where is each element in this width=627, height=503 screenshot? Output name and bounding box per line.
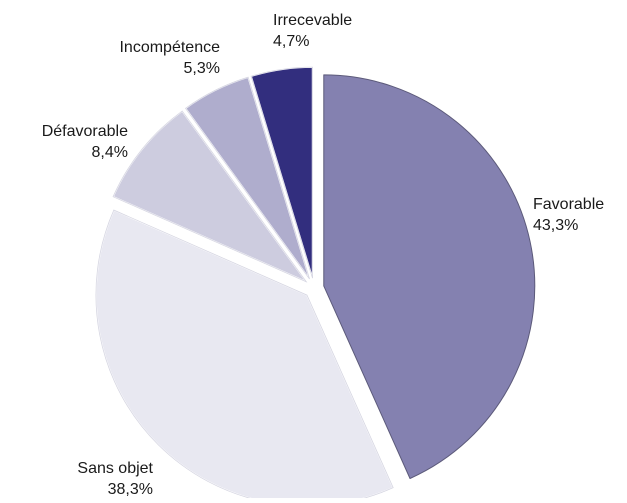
slice-value-defavorable: 8,4% bbox=[92, 144, 128, 161]
slice-value-irrecevable: 4,7% bbox=[273, 33, 309, 50]
pie-slices bbox=[95, 66, 536, 503]
slice-label-irrecevable: Irrecevable bbox=[273, 12, 352, 29]
slice-value-incompetence: 5,3% bbox=[184, 60, 220, 77]
pie-slice-favorable bbox=[323, 74, 536, 479]
pie-slice-edge-defavorable bbox=[112, 110, 308, 283]
pie-slice-edge-sans-objet bbox=[95, 209, 394, 503]
slice-label-favorable: Favorable bbox=[533, 196, 604, 213]
slice-label-sans-objet: Sans objet bbox=[77, 460, 153, 477]
pie-slice-edge-incompetence bbox=[184, 76, 310, 280]
slice-value-favorable: 43,3% bbox=[533, 217, 578, 234]
pie-labels: Favorable 43,3% Sans objet 38,3% Défavorable… bbox=[42, 12, 605, 498]
slice-label-defavorable: Défavorable bbox=[42, 123, 128, 140]
pie-slice-edge-irrecevable bbox=[250, 66, 313, 279]
slice-value-sans-objet: 38,3% bbox=[108, 481, 153, 498]
slice-label-incompetence: Incompétence bbox=[119, 39, 220, 56]
